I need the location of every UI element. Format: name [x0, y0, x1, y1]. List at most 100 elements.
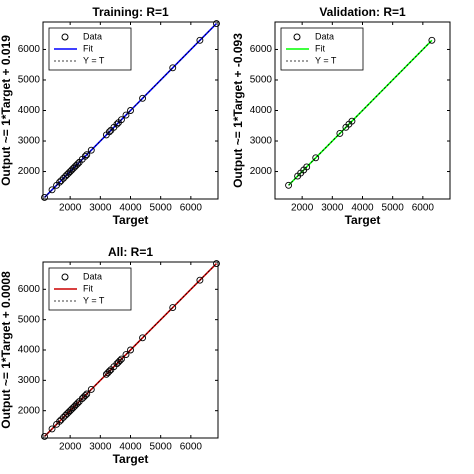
data-point — [56, 417, 64, 425]
chart-title: All: R=1 — [108, 245, 153, 259]
legend-label: Data — [83, 271, 102, 281]
x-axis-label: Target — [113, 452, 149, 466]
legend-marker — [61, 33, 69, 41]
data-point — [48, 425, 56, 433]
data-point — [127, 107, 134, 114]
x-axis-label: Target — [345, 213, 381, 227]
y-axis-label: Output ~= 1*Target + 0.0008 — [0, 271, 13, 429]
subplot: 2000 3000 4000 5000 6000 2000 3000 4000 5000 6000… — [0, 245, 220, 466]
y-tick-label: 3000 — [250, 136, 273, 147]
data-point — [117, 355, 125, 363]
y-axis-label: Output ~= 1*Target + 0.019 — [0, 35, 13, 186]
identity-line — [44, 23, 217, 198]
chart-title: Validation: R=1 — [319, 5, 406, 19]
data-point — [213, 20, 220, 27]
axes-frame — [274, 21, 451, 200]
y-tick-label: 2000 — [18, 405, 41, 416]
legend-marker — [61, 273, 69, 281]
x-tick-label: 4000 — [351, 203, 374, 214]
data-point — [336, 129, 344, 137]
data-point — [312, 154, 320, 162]
legend-label: Y = T — [83, 55, 105, 65]
data-point — [83, 390, 91, 398]
y-tick-label: 2000 — [18, 166, 41, 177]
data-point — [303, 163, 311, 171]
legend-marker — [293, 33, 301, 41]
data-point — [74, 160, 82, 168]
data-point — [56, 178, 64, 186]
data-point — [169, 64, 177, 72]
data-point — [83, 151, 91, 159]
legend-label: Data — [315, 31, 334, 41]
x-tick-label: 2000 — [59, 203, 82, 214]
data-point — [105, 128, 113, 136]
x-tick-label: 5000 — [382, 203, 405, 214]
y-tick-label: 5000 — [18, 75, 41, 86]
legend-label: Fit — [83, 283, 93, 293]
data-point — [57, 177, 65, 185]
x-tick-label: 4000 — [119, 203, 142, 214]
data-point — [81, 152, 89, 160]
data-point — [87, 385, 95, 393]
y-tick-label: 5000 — [250, 75, 273, 86]
data-point — [116, 357, 124, 365]
y-tick-label: 2000 — [250, 166, 273, 177]
data-point — [105, 367, 113, 375]
data-point — [117, 116, 125, 124]
data-point — [169, 304, 177, 311]
y-tick-label: 4000 — [250, 105, 273, 116]
data-point — [41, 194, 48, 201]
data-point — [285, 181, 293, 189]
y-tick-label: 6000 — [18, 284, 41, 295]
data-point — [57, 416, 65, 424]
legend-label: Y = T — [83, 295, 105, 305]
y-tick-label: 6000 — [18, 44, 41, 55]
data-point — [81, 392, 89, 399]
y-tick-label: 4000 — [18, 345, 41, 356]
legend-label: Fit — [83, 43, 93, 53]
x-tick-label: 4000 — [119, 442, 142, 453]
x-tick-label: 5000 — [150, 442, 173, 453]
legend-label: Y = T — [315, 55, 337, 65]
x-axis-label: Target — [113, 213, 149, 227]
y-tick-label: 6000 — [250, 44, 273, 55]
x-tick-label: 5000 — [150, 203, 173, 214]
y-tick-label: 3000 — [18, 375, 41, 386]
data-point — [87, 146, 95, 154]
x-tick-label: 3000 — [89, 442, 112, 453]
subplot: 2000 3000 4000 5000 6000 2000 3000 4000 5000 6000… — [0, 5, 220, 227]
data-point — [60, 413, 67, 421]
axes-frame — [42, 261, 219, 439]
y-tick-label: 3000 — [18, 136, 41, 147]
legend-label: Data — [83, 31, 102, 41]
x-tick-label: 2000 — [291, 203, 314, 214]
y-tick-label: 5000 — [18, 314, 41, 325]
data-point — [122, 111, 130, 119]
subplot: 2000 3000 4000 5000 6000 2000 3000 4000 5000 6000… — [231, 5, 451, 227]
data-point — [113, 120, 121, 128]
data-point — [74, 399, 82, 407]
x-tick-label: 2000 — [59, 442, 82, 453]
data-point — [139, 334, 147, 342]
data-point — [196, 36, 204, 44]
data-point — [196, 276, 204, 284]
chart-title: Training: R=1 — [92, 5, 169, 19]
y-axis-label: Output ~= 1*Target + -0.093 — [231, 33, 245, 188]
y-tick-label: 4000 — [18, 105, 41, 116]
axes-frame — [42, 21, 219, 200]
data-point — [48, 186, 56, 194]
x-tick-label: 6000 — [180, 442, 203, 453]
data-point — [127, 346, 134, 354]
data-point — [122, 351, 130, 359]
data-point — [213, 260, 220, 267]
data-point — [60, 174, 67, 182]
data-point — [41, 433, 48, 440]
x-tick-label: 6000 — [180, 203, 203, 214]
x-tick-label: 3000 — [321, 203, 344, 214]
data-point — [348, 117, 356, 125]
legend-label: Fit — [315, 43, 325, 53]
x-tick-label: 6000 — [412, 203, 435, 214]
x-tick-label: 3000 — [89, 203, 112, 214]
data-point — [139, 94, 147, 102]
